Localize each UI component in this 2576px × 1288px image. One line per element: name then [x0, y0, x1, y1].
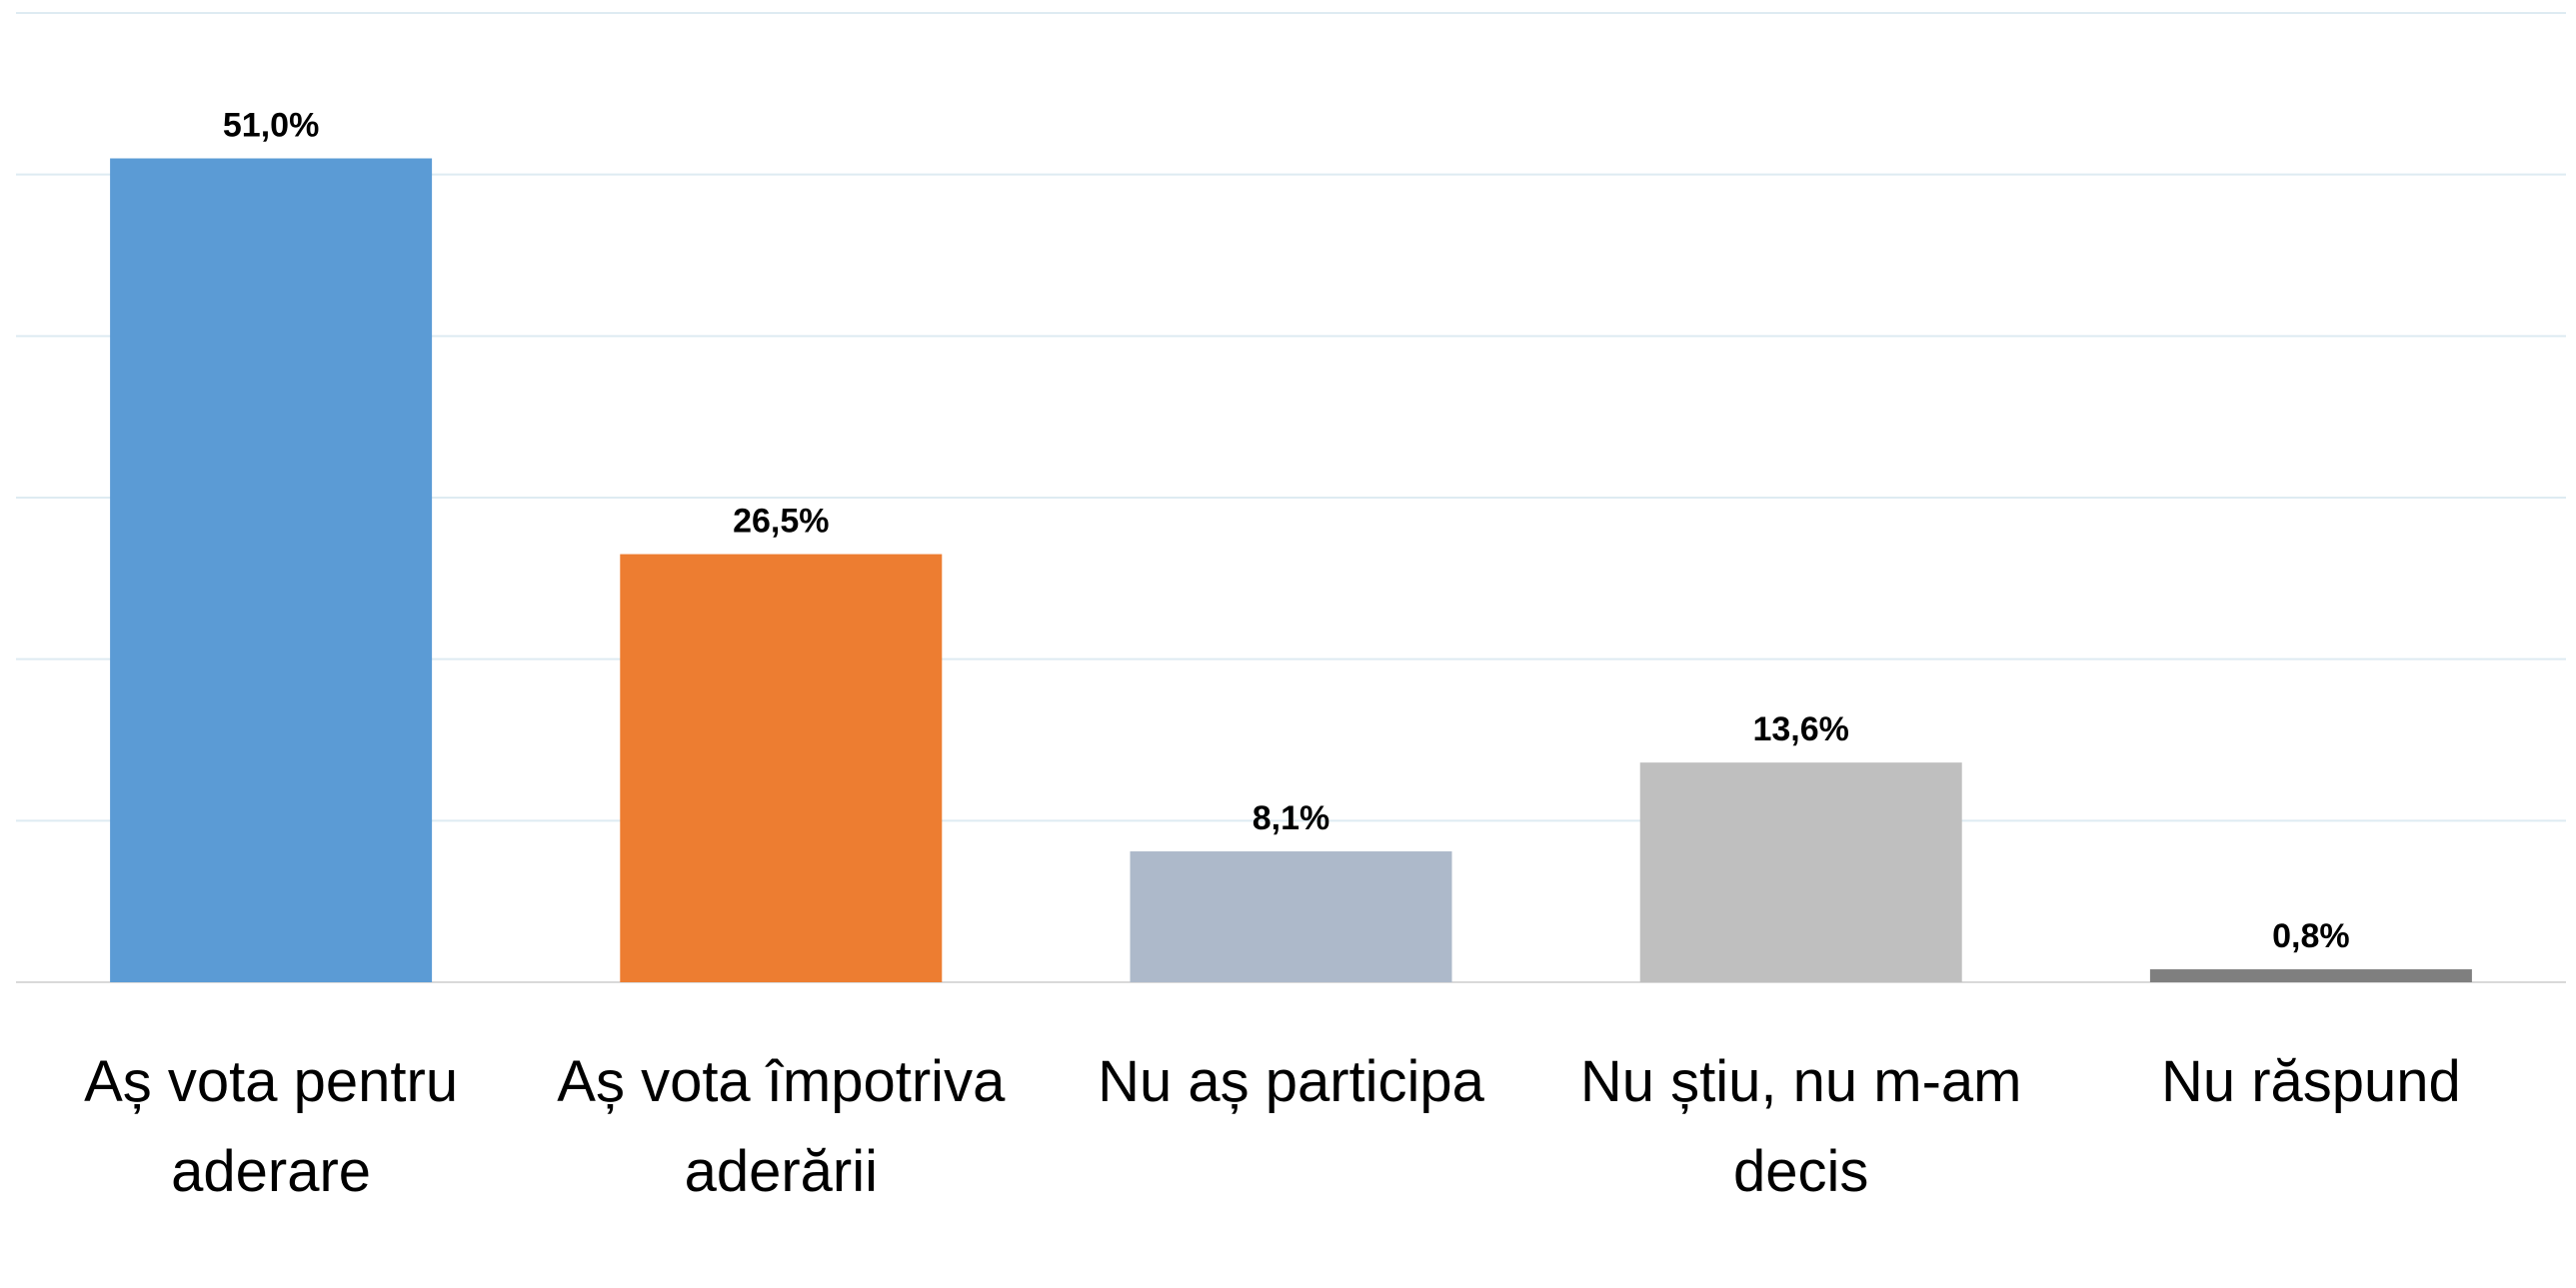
value-label: 8,1% — [1253, 799, 1330, 837]
bar — [2149, 969, 2472, 982]
bar — [1639, 762, 1962, 982]
bar — [620, 554, 943, 982]
x-tick-label: Nu răspund — [2160, 1049, 2461, 1114]
value-label: 51,0% — [223, 107, 319, 145]
bar — [1130, 851, 1452, 982]
value-label: 0,8% — [2272, 917, 2350, 955]
value-label: 13,6% — [1752, 710, 1848, 748]
x-tick-label: Nu aș participa — [1098, 1049, 1484, 1114]
value-label: 26,5% — [733, 503, 829, 541]
x-tick-label: Aș vota împotriva aderării — [557, 1049, 1006, 1204]
x-tick-label: Nu știu, nu m-am decis — [1579, 1049, 2022, 1204]
bar — [110, 158, 433, 982]
x-tick-label: Aș vota pentru aderare — [84, 1049, 459, 1204]
